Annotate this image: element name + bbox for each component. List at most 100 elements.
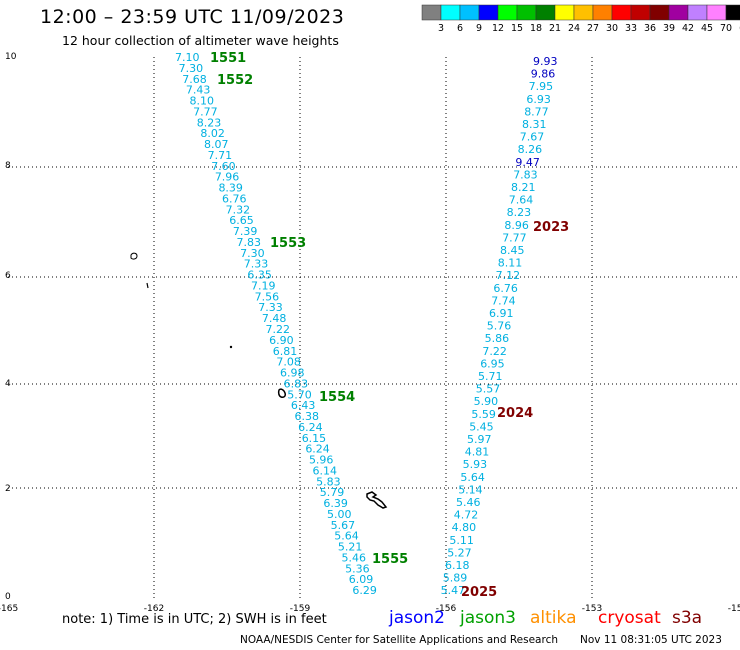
track-value: 7.39 <box>233 225 257 238</box>
axis-ticks: -165 -162 -159 -156 -153 -150 0 2 4 6 8 10 <box>0 52 740 614</box>
track-value: 5.64 <box>460 471 485 484</box>
x-tick-label: -165 <box>0 604 18 614</box>
track-value: 5.00 <box>327 508 352 521</box>
x-tick-label: -156 <box>436 604 457 614</box>
track-value: 7.30 <box>240 247 265 260</box>
pass-label: 2023 <box>533 220 569 235</box>
track-value: 7.19 <box>251 279 276 292</box>
track-value: 9.47 <box>515 156 540 169</box>
track-value: 7.48 <box>262 312 287 325</box>
legend-label: 24 <box>568 23 580 34</box>
hawaiian-islands <box>130 252 388 509</box>
legend-label: 36 <box>644 23 656 34</box>
track-value: 7.77 <box>193 105 218 118</box>
pass-labels: 1551 1552 1553 1554 1555 2023 2024 2025 <box>210 51 569 600</box>
track-value: 7.96 <box>215 171 240 184</box>
legend-label: 6 <box>457 23 463 34</box>
track-value: 7.22 <box>266 323 291 336</box>
legend-label: 33 <box>625 23 637 34</box>
track-value: 5.57 <box>476 383 501 396</box>
map-title: 12:00 – 23:59 UTC 11/09/2023 <box>40 6 345 28</box>
track-value: 6.76 <box>222 192 247 205</box>
island-niihau <box>146 282 149 289</box>
map-subtitle: 12 hour collection of altimeter wave hei… <box>62 33 339 48</box>
island-oahu <box>277 388 286 398</box>
track-value: 6.65 <box>229 214 254 227</box>
track-value: 5.14 <box>458 483 483 496</box>
track-value: 6.38 <box>294 410 319 423</box>
track-value: 6.35 <box>247 269 272 282</box>
track-value: 8.23 <box>507 206 531 219</box>
track-value: 7.33 <box>244 258 269 271</box>
legend-label: 21 <box>549 23 561 34</box>
y-tick-label: 8 <box>5 161 11 171</box>
legend-label: 70 <box>720 23 732 34</box>
track-value: 7.22 <box>482 345 507 358</box>
track-value: 5.67 <box>331 519 356 532</box>
track-value: 5.45 <box>469 420 494 433</box>
pass-label: 2025 <box>461 585 497 600</box>
y-tick-label: 6 <box>5 271 11 281</box>
track-value: 6.91 <box>489 307 514 320</box>
track-value: 7.64 <box>509 194 534 207</box>
track-value: 6.14 <box>313 464 338 477</box>
track-value: 7.08 <box>276 356 301 369</box>
satellite-s3a: s3a <box>672 608 703 628</box>
track-value: 6.29 <box>352 584 377 597</box>
track-value: 8.96 <box>504 219 529 232</box>
track-value: 8.23 <box>197 116 222 129</box>
satellite-altika: altika <box>530 608 577 628</box>
track-value: 6.15 <box>302 432 327 445</box>
y-tick-label: 2 <box>5 484 11 494</box>
legend-label: 12 <box>492 23 504 34</box>
track-value: 8.10 <box>189 95 214 108</box>
legend-label: 3 <box>438 23 444 34</box>
legend-label: 15 <box>511 23 523 34</box>
x-tick-label: -159 <box>290 604 311 614</box>
pass-label: 1555 <box>372 552 408 567</box>
pass-label: 1552 <box>217 73 253 88</box>
island-kauai <box>130 252 138 260</box>
footer-note: note: 1) Time is in UTC; 2) SWH is in fe… <box>62 612 327 627</box>
track-value: 8.07 <box>204 138 229 151</box>
y-tick-label: 0 <box>5 592 11 602</box>
legend-label: 18 <box>530 23 542 34</box>
track-value: 7.74 <box>491 294 516 307</box>
track-value: 5.71 <box>478 370 503 383</box>
track-value: 6.24 <box>298 421 323 434</box>
track-value: 7.32 <box>226 203 251 216</box>
pass-label: 1554 <box>319 390 355 405</box>
y-tick-label: 4 <box>5 379 11 389</box>
track-value: 8.77 <box>524 105 549 118</box>
track-value: 6.90 <box>269 334 294 347</box>
pass-label: 2024 <box>497 406 533 421</box>
island-maui <box>366 491 388 509</box>
track-value: 5.46 <box>342 551 367 564</box>
track-value: 9.86 <box>531 68 556 81</box>
track-value: 6.76 <box>493 282 518 295</box>
track-value: 6.24 <box>305 443 330 456</box>
track-value: 5.47 <box>441 584 466 597</box>
track-values: 7.107.307.687.438.107.778.238.028.077.71… <box>175 51 558 597</box>
track-value: 5.11 <box>449 534 474 547</box>
track-value: 5.70 <box>287 388 312 401</box>
track-value: 8.02 <box>200 127 225 140</box>
track-value: 7.33 <box>258 301 283 314</box>
track-value: 7.77 <box>502 231 527 244</box>
track-value: 5.90 <box>474 395 499 408</box>
track-value: 5.64 <box>334 530 359 543</box>
satellite-jason3: jason3 <box>460 608 516 628</box>
track-value: 7.30 <box>179 62 204 75</box>
track-value: 6.09 <box>349 573 374 586</box>
track-value: 4.80 <box>452 521 477 534</box>
track-value: 7.10 <box>175 51 200 64</box>
pass-label: 1551 <box>210 51 246 66</box>
track-value: 5.79 <box>320 486 345 499</box>
track-value: 9.93 <box>533 55 558 68</box>
track-value: 7.43 <box>186 84 211 97</box>
track-value: 6.39 <box>323 497 348 510</box>
track-value: 6.95 <box>480 357 505 370</box>
track-value: 5.21 <box>338 541 363 554</box>
